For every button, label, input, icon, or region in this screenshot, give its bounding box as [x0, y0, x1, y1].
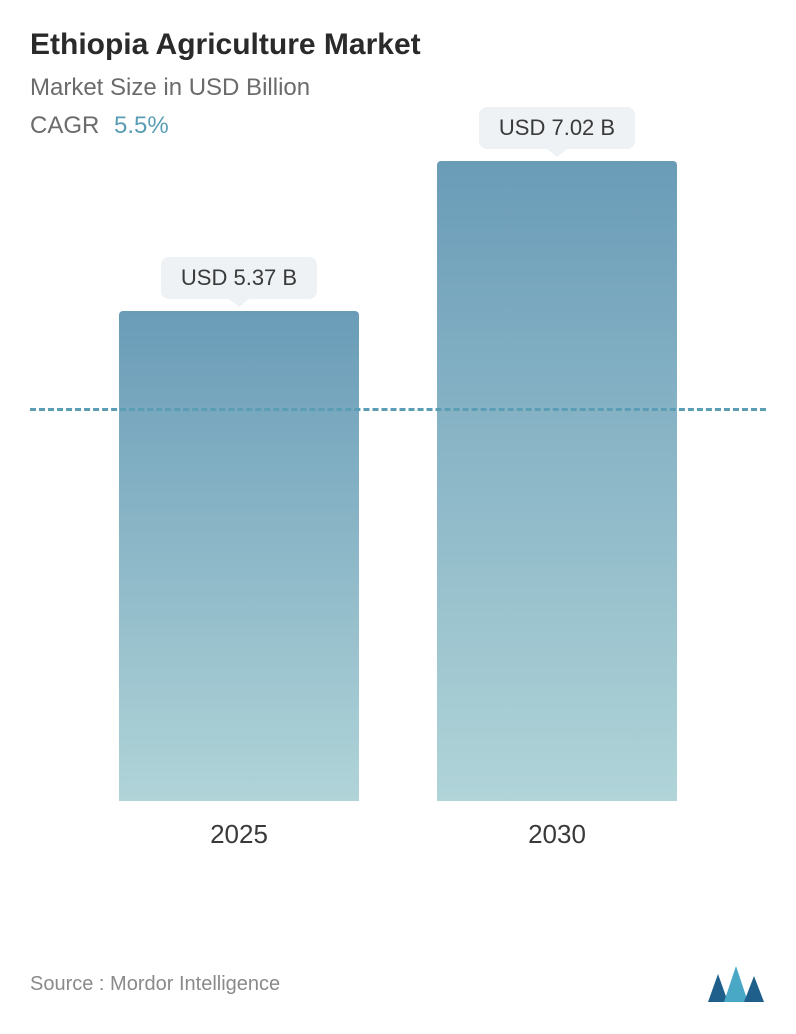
bar-value-label: USD 7.02 B [479, 107, 635, 149]
mordor-logo-icon [706, 964, 766, 1004]
source-name: Mordor Intelligence [110, 973, 280, 995]
bar-year-label: 2030 [528, 819, 586, 850]
bar-group: USD 5.37 B 2025 [119, 257, 359, 850]
source-label: Source : [30, 973, 104, 995]
chart-title: Ethiopia Agriculture Market [30, 28, 766, 62]
source-text: Source : Mordor Intelligence [30, 973, 280, 996]
bar-value-label: USD 5.37 B [161, 257, 317, 299]
cagr-label: CAGR [30, 112, 99, 139]
footer: Source : Mordor Intelligence [30, 964, 766, 1004]
cagr-value: 5.5% [114, 112, 169, 139]
bar [119, 311, 359, 801]
chart-subtitle: Market Size in USD Billion [30, 74, 766, 102]
bars-wrapper: USD 5.37 B2025USD 7.02 B2030 [30, 190, 766, 850]
bar-group: USD 7.02 B 2030 [437, 107, 677, 850]
bar-year-label: 2025 [210, 819, 268, 850]
bar [437, 161, 677, 801]
chart-container: USD 5.37 B2025USD 7.02 B2030 [30, 190, 766, 900]
reference-dashed-line [30, 408, 766, 411]
